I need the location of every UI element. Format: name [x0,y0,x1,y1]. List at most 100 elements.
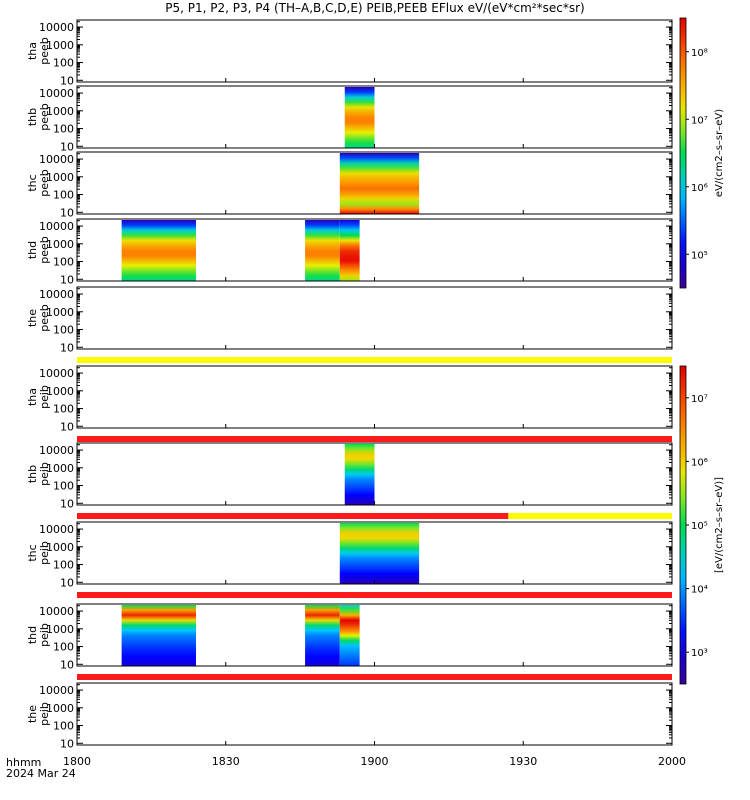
spectrogram-block [344,444,375,505]
panel-label-product: peib [38,385,51,409]
colorbar-tick-label: 10⁴ [691,585,708,596]
y-tick-label: 10000 [39,367,74,380]
panel-label-product: peib [38,541,51,565]
panel-label-probe: thd [26,241,39,259]
quality-flag-bar [77,513,509,519]
y-tick-label: 100 [53,480,74,493]
spectrogram-block [339,523,420,584]
spectrogram-block [121,220,196,281]
panel-frame [76,682,673,746]
colorbar-scale [679,17,687,289]
colorbar-tick-label: 10⁵ [691,250,708,261]
y-tick-label: 100 [53,57,74,70]
y-tick-label: 10000 [39,220,74,233]
y-tick-label: 100 [53,256,74,269]
y-tick-label: 10 [60,74,74,87]
y-tick-label: 1000 [46,541,74,554]
panel-label-probe: tha [26,388,39,406]
quality-flag-bar [77,674,672,680]
peeb-bar: 10⁵ 10⁶ 10⁷ 10⁸ eV/(cm2–s–sr–eV) [679,17,725,289]
panel-frame [76,286,673,350]
y-tick-label: 10000 [39,288,74,301]
y-tick-label: 10000 [39,21,74,34]
quality-flag-bar [77,592,672,598]
y-tick-label: 10000 [39,523,74,536]
colorbar-tick-label: 10⁷ [691,394,708,405]
panel-label-product: peeb [38,169,51,197]
colorbar-scale [679,365,687,685]
quality-flag-bar [508,513,672,519]
y-tick-label: 1000 [46,623,74,636]
y-tick-label: 10 [60,140,74,153]
panel-label-product: peib [38,623,51,647]
y-tick-label: 100 [53,403,74,416]
spectrogram-block [339,605,360,666]
quality-flag-bar [77,357,672,363]
x-tick-label: 2000 [658,755,686,768]
colorbar-tick-label: 10⁵ [691,521,708,532]
y-tick-label: 10000 [39,87,74,100]
date-label: 2024 Mar 24 [6,767,76,780]
x-tick-label: 1900 [361,755,389,768]
y-tick-label: 100 [53,324,74,337]
y-tick-label: 1000 [46,385,74,398]
y-tick-label: 100 [53,559,74,572]
colorbar-tick-label: 10⁶ [691,457,708,468]
peib-bar: 10³ 10⁴ 10⁵ 10⁶ 10⁷ [eV/(cm2–s–sr–eV)] [679,365,725,685]
page-title: P5, P1, P2, P3, P4 (TH–A,B,C,D,E) PEIB,P… [165,1,585,15]
panel-label-product: peib [38,702,51,726]
panel-frame [76,365,673,429]
x-tick-label: 1830 [212,755,240,768]
spectrogram-block [305,605,340,666]
y-tick-label: 1000 [46,105,74,118]
y-tick-label: 10 [60,576,74,589]
panel-label-probe: the [26,309,39,327]
quality-flag-bar [77,436,672,442]
y-tick-label: 1000 [46,306,74,319]
panel-label-probe: thc [26,544,39,561]
y-tick-label: 10000 [39,605,74,618]
colorbar-label: eV/(cm2–s–sr–eV) [714,109,725,197]
x-tick-label: 1800 [63,755,91,768]
panel-frame [76,19,673,83]
panel-label-product: peeb [38,103,51,131]
y-tick-label: 100 [53,189,74,202]
panel-label-product: peib [38,462,51,486]
y-tick-label: 10 [60,273,74,286]
panel-label-probe: thb [26,465,39,483]
y-tick-label: 10 [60,658,74,671]
y-tick-label: 1000 [46,462,74,475]
panel-label-probe: thd [26,626,39,644]
x-tick-label: 1930 [509,755,537,768]
y-tick-label: 1000 [46,702,74,715]
panel-label-product: peeb [38,304,51,332]
spectrogram-block [339,220,360,281]
panel-label-probe: the [26,705,39,723]
y-tick-label: 1000 [46,39,74,52]
colorbar-tick-label: 10⁶ [691,183,708,194]
y-tick-label: 10000 [39,153,74,166]
spectrogram-block [344,87,375,148]
y-tick-label: 10000 [39,444,74,457]
spectrogram-block [339,153,420,214]
x-axis: 1800 1830 1900 1930 2000 [63,755,686,768]
y-tick-label: 1000 [46,171,74,184]
y-tick-label: 100 [53,641,74,654]
y-tick-label: 10000 [39,684,74,697]
panel-label-product: peeb [38,37,51,65]
y-tick-label: 10 [60,497,74,510]
spectrogram-block [305,220,340,281]
colorbar-tick-label: 10³ [691,648,708,659]
